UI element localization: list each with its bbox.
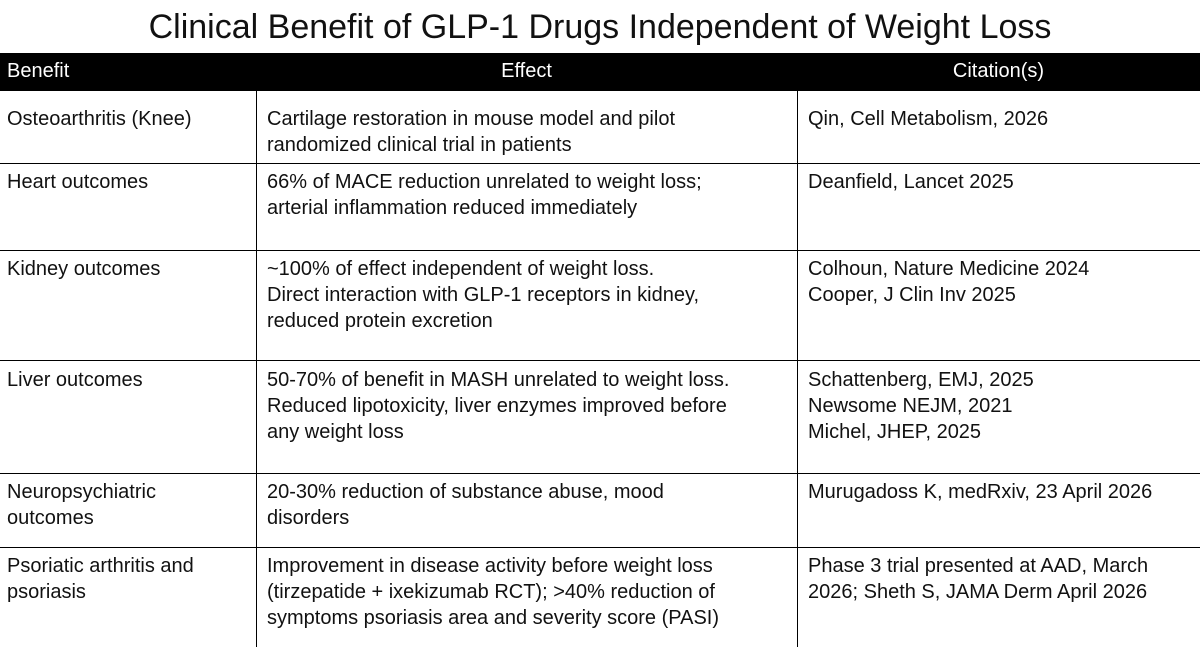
table-cell: 66% of MACE reduction unrelated to weigh… [267,169,702,221]
cell-line: Newsome NEJM, 2021 [808,395,1013,417]
cell-line: Psoriatic arthritis and [7,555,194,577]
cell-line: randomized clinical trial in patients [267,134,572,156]
row-divider [0,250,1200,251]
cell-line: psoriasis [7,581,86,603]
column-divider [256,91,257,647]
column-divider [797,91,798,647]
cell-line: Schattenberg, EMJ, 2025 [808,369,1034,391]
cell-line: reduced protein excretion [267,310,493,332]
row-divider [0,360,1200,361]
table-cell: Murugadoss K, medRxiv, 23 April 2026 [808,479,1152,505]
cell-line: Liver outcomes [7,369,143,391]
table-cell: 20-30% reduction of substance abuse, moo… [267,479,664,531]
cell-line: Cartilage restoration in mouse model and… [267,108,675,130]
cell-line: Phase 3 trial presented at AAD, March [808,555,1149,577]
cell-line: 2026; Sheth S, JAMA Derm April 2026 [808,581,1148,603]
table-cell: Psoriatic arthritis and psoriasis [7,553,194,605]
table-cell: Osteoarthritis (Knee) [7,106,192,132]
table-cell: ~100% of effect independent of weight lo… [267,256,699,334]
cell-line: Colhoun, Nature Medicine 2024 [808,258,1090,280]
table-cell: Neuropsychiatric outcomes [7,479,156,531]
header-cell: Effect [501,60,552,82]
cell-line: (tirzepatide + ixekizumab RCT); >40% red… [267,581,715,603]
header-bar [0,53,1200,91]
cell-line: Michel, JHEP, 2025 [808,421,982,443]
cell-line: Neuropsychiatric [7,481,156,503]
cell-line: 66% of MACE reduction unrelated to weigh… [267,171,702,193]
cell-line: disorders [267,507,350,529]
table-cell: Qin, Cell Metabolism, 2026 [808,106,1048,132]
table-cell: Heart outcomes [7,169,148,195]
cell-line: Heart outcomes [7,171,149,193]
cell-line: Kidney outcomes [7,258,161,280]
cell-line: Osteoarthritis (Knee) [7,108,192,130]
cell-line: Qin, Cell Metabolism, 2026 [808,108,1049,130]
table-cell: Liver outcomes [7,367,143,393]
cell-line: Improvement in disease activity before w… [267,555,713,577]
cell-line: 50-70% of benefit in MASH unrelated to w… [267,369,730,391]
title: Clinical Benefit of GLP-1 Drugs Independ… [148,8,1052,46]
cell-line: symptoms psoriasis area and severity sco… [267,607,720,629]
table-cell: Improvement in disease activity before w… [267,553,719,631]
cell-line: Cooper, J Clin Inv 2025 [808,284,1016,306]
cell-line: ~100% of effect independent of weight lo… [267,258,655,280]
table-cell: Kidney outcomes [7,256,160,282]
cell-line: Murugadoss K, medRxiv, 23 April 2026 [808,481,1153,503]
cell-line: outcomes [7,507,94,529]
row-divider [0,163,1200,164]
table-cell: 50-70% of benefit in MASH unrelated to w… [267,367,729,445]
table-cell: Colhoun, Nature Medicine 2024 Cooper, J C… [808,256,1089,308]
table-cell: Cartilage restoration in mouse model and… [267,106,675,158]
cell-line: Direct interaction with GLP-1 receptors … [267,284,700,306]
table-cell: Schattenberg, EMJ, 2025 Newsome NEJM, 202… [808,367,1034,445]
table-cell: Phase 3 trial presented at AAD, March 202… [808,553,1148,605]
cell-line: arterial inflammation reduced immediatel… [267,197,638,219]
cell-line: Deanfield, Lancet 2025 [808,171,1014,193]
row-divider [0,547,1200,548]
cell-line: 20-30% reduction of substance abuse, moo… [267,481,664,503]
cell-line: any weight loss [267,421,404,443]
table-cell: Deanfield, Lancet 2025 [808,169,1014,195]
header-cell: Benefit [7,60,70,82]
row-divider [0,473,1200,474]
cell-line: Reduced lipotoxicity, liver enzymes impr… [267,395,727,417]
header-cell: Citation(s) [952,60,1045,82]
